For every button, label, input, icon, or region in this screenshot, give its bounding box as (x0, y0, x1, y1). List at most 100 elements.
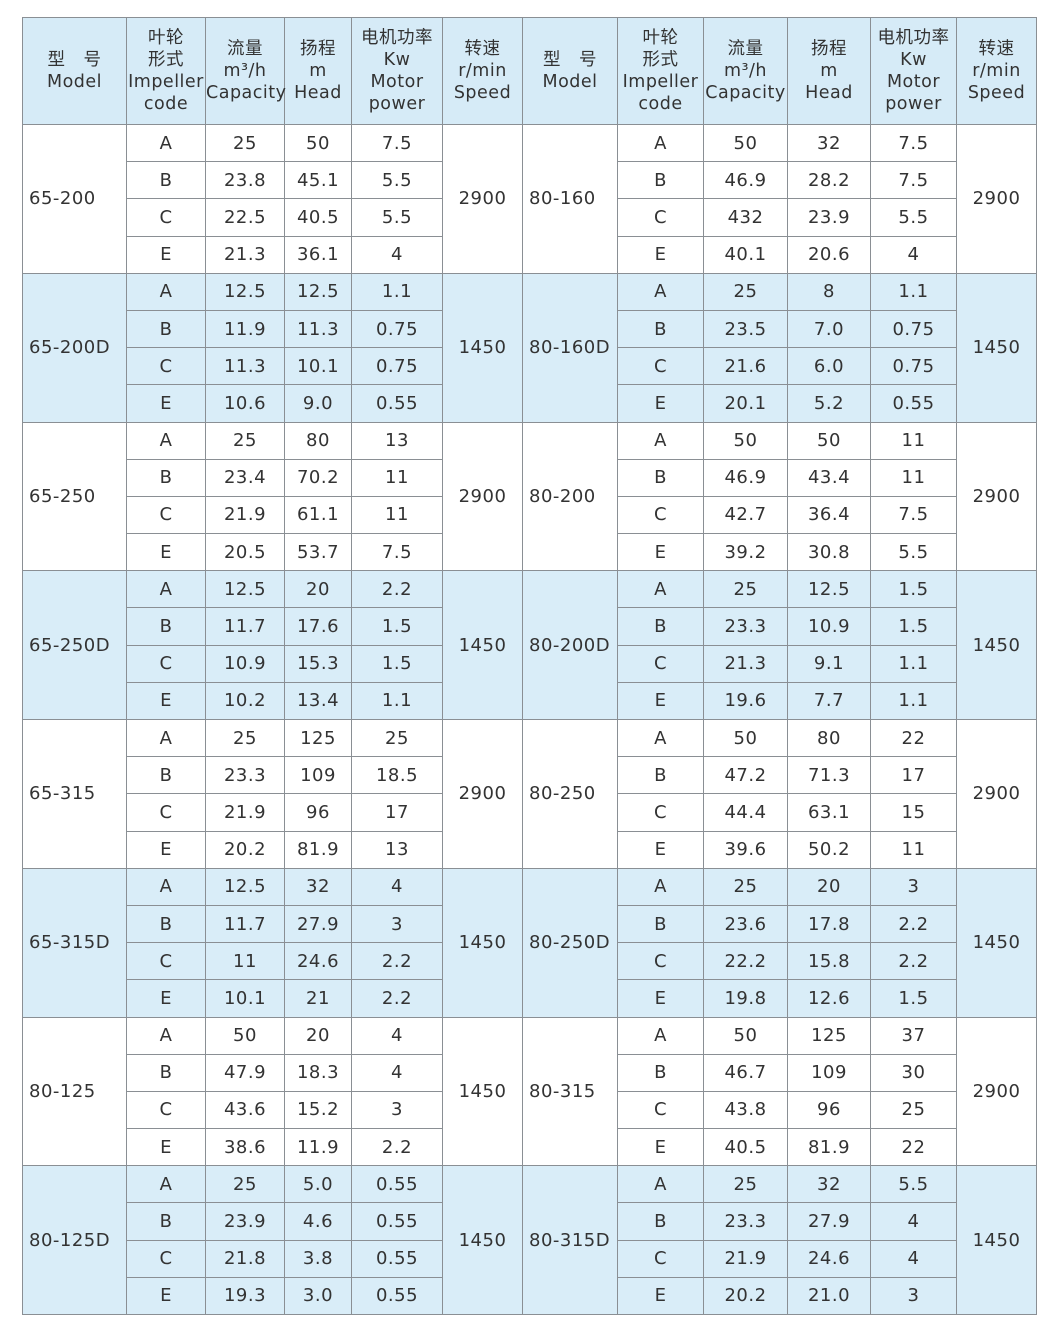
impeller-code-cell: B (126, 161, 206, 200)
header-line: 电机功率 (361, 28, 433, 48)
header-line: 形式 (642, 50, 679, 70)
table-row: B 47.9 18.3 4 B 46.7 109 30 (23, 1053, 1037, 1092)
capacity-cell: 25 (703, 867, 788, 906)
motor-power-cell: 7.5 (870, 123, 957, 163)
motor-power-cell: 5.5 (870, 1165, 957, 1204)
table-row: E 19.3 3.0 0.55 E 20.2 21.0 3 (23, 1276, 1037, 1316)
header-line: 流量 (227, 39, 263, 59)
speed-cell: 1450 (956, 867, 1037, 1018)
head-cell: 109 (787, 1053, 871, 1092)
motor-power-cell: 18.5 (351, 756, 443, 795)
motor-power-cell: 2.2 (351, 570, 443, 609)
capacity-cell: 25 (205, 123, 285, 163)
impeller-code-cell: A (126, 718, 206, 758)
header-line: Kw (900, 50, 927, 70)
motor-power-cell: 5.5 (351, 161, 443, 200)
header-line: m³/h (223, 61, 267, 81)
motor-power-cell: 0.75 (351, 347, 443, 386)
table-row: 65-250D A 12.5 20 2.2 1450 80-200D A 25 12.5 1.5 14… (22, 570, 1037, 720)
motor-power-cell: 1.5 (351, 607, 443, 646)
capacity-cell: 25 (205, 421, 285, 460)
impeller-code-cell: B (126, 756, 206, 795)
motor-power-cell: 5.5 (870, 533, 957, 572)
speed-cell: 2900 (956, 421, 1037, 572)
capacity-cell: 12.5 (205, 272, 285, 311)
impeller-code-cell: E (617, 235, 704, 274)
capacity-cell: 21.9 (703, 1239, 788, 1278)
head-cell: 4.6 (284, 1202, 352, 1241)
speed-cell: 1450 (956, 1165, 1037, 1315)
header-line: m (820, 61, 838, 81)
header-left-model: 型 号 Model (22, 17, 127, 125)
impeller-code-cell: C (126, 495, 206, 535)
impeller-code-cell: C (126, 347, 206, 386)
capacity-cell: 50 (205, 1016, 285, 1055)
table-row: E 21.3 36.1 4 E 40.1 20.6 4 (23, 235, 1037, 274)
model-cell: 80-200D (522, 570, 618, 720)
capacity-cell: 25 (205, 718, 285, 758)
speed-cell: 2900 (442, 421, 523, 572)
model-cell: 65-200 (22, 124, 127, 274)
table-row: B 11.7 17.6 1.5 B 23.3 10.9 1.5 (23, 607, 1037, 646)
capacity-cell: 21.3 (703, 644, 788, 683)
capacity-cell: 25 (205, 1165, 285, 1204)
capacity-cell: 38.6 (205, 1128, 285, 1167)
motor-power-cell: 1.5 (870, 607, 957, 646)
table-body: 65-200 A 25 50 7.5 2900 80-160 A 50 32 7.5 2900 B 23.… (22, 123, 1037, 1316)
speed-cell: 2900 (956, 1016, 1037, 1167)
motor-power-cell: 2.2 (870, 942, 957, 981)
table-row: B 23.4 70.2 11 B 46.9 43.4 11 (23, 458, 1037, 497)
impeller-code-cell: C (617, 1239, 704, 1278)
head-cell: 5.0 (284, 1165, 352, 1204)
motor-power-cell: 13 (351, 421, 443, 460)
impeller-code-cell: E (617, 681, 704, 721)
table-row: C 22.5 40.5 5.5 C 432 23.9 5.5 (23, 198, 1037, 237)
table-row: E 10.2 13.4 1.1 E 19.6 7.7 1.1 (23, 681, 1037, 721)
table-row: E 38.6 11.9 2.2 E 40.5 81.9 22 (23, 1128, 1037, 1167)
head-cell: 7.0 (787, 309, 871, 349)
impeller-code-cell: C (126, 1090, 206, 1130)
header-line: Impeller (128, 72, 204, 92)
motor-power-cell: 0.75 (870, 347, 957, 386)
header-line: 转速 (464, 39, 501, 59)
impeller-code-cell: A (126, 421, 206, 460)
head-cell: 80 (284, 421, 352, 460)
impeller-code-cell: E (126, 235, 206, 274)
motor-power-cell: 0.75 (351, 309, 443, 349)
speed-cell: 1450 (956, 272, 1037, 423)
impeller-code-cell: B (126, 904, 206, 944)
impeller-code-cell: A (617, 272, 704, 311)
capacity-cell: 19.3 (205, 1276, 285, 1316)
impeller-code-cell: E (126, 384, 206, 423)
table-row: 65-315 A 25 125 25 2900 80-250 A 50 80 22 2900 (22, 718, 1037, 869)
header-right-capacity: 流量 m³/h Capacity (703, 17, 788, 125)
speed-cell: 1450 (442, 867, 523, 1018)
motor-power-cell: 3 (870, 1276, 957, 1316)
table-row: 65-200D A 12.5 12.5 1.1 1450 80-160D A 25 8 1.1 145… (22, 272, 1037, 423)
head-cell: 24.6 (284, 942, 352, 981)
motor-power-cell: 25 (351, 718, 443, 758)
impeller-code-cell: A (126, 272, 206, 311)
header-line: Motor (370, 72, 424, 92)
capacity-cell: 39.2 (703, 533, 788, 572)
head-cell: 27.9 (787, 1202, 871, 1241)
motor-power-cell: 0.55 (351, 1239, 443, 1278)
head-cell: 71.3 (787, 756, 871, 795)
head-cell: 24.6 (787, 1239, 871, 1278)
table-row: 80-125 A 50 20 4 1450 80-315 A 50 125 37 2900 (22, 1016, 1037, 1167)
head-cell: 12.5 (284, 272, 352, 311)
header-line: code (638, 94, 683, 114)
motor-power-cell: 4 (870, 235, 957, 274)
head-cell: 50 (787, 421, 871, 460)
impeller-code-cell: E (617, 830, 704, 869)
impeller-code-cell: A (617, 123, 704, 163)
header-right-power: 电机功率 Kw Motor power (870, 17, 957, 125)
header-line: Capacity (206, 83, 287, 103)
motor-power-cell: 7.5 (351, 123, 443, 163)
table-row: C 10.9 15.3 1.5 C 21.3 9.1 1.1 (23, 644, 1037, 683)
header-left-speed: 转速 r/min Speed (442, 17, 523, 125)
table-row: B 11.9 11.3 0.75 B 23.5 7.0 0.75 (23, 309, 1037, 349)
motor-power-cell: 1.5 (870, 979, 957, 1018)
header-line: 叶轮 (148, 28, 184, 48)
capacity-cell: 50 (703, 421, 788, 460)
